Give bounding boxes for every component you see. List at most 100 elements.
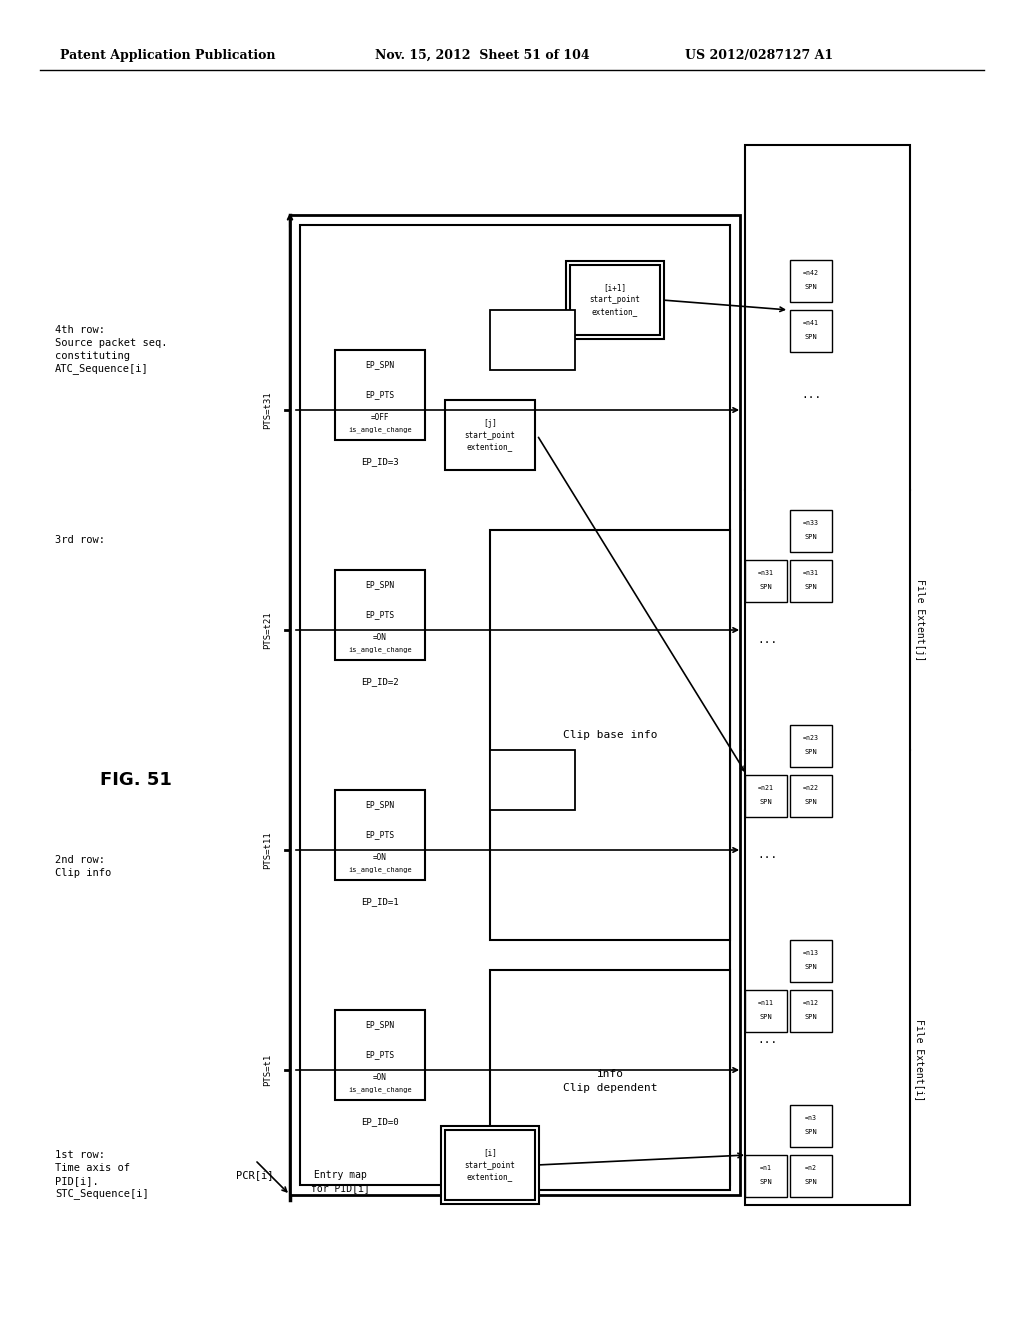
Bar [566, 261, 664, 339]
Text: ...: ... [757, 1035, 777, 1045]
Text: extention_: extention_ [592, 308, 638, 317]
Text: EP_PTS: EP_PTS [366, 391, 394, 400]
Text: is_angle_change: is_angle_change [348, 426, 412, 433]
Text: =n13: =n13 [803, 949, 819, 956]
Text: [j]: [j] [483, 418, 497, 428]
Text: EP_PTS: EP_PTS [366, 1051, 394, 1060]
Text: ...: ... [757, 850, 777, 861]
Text: =n23: =n23 [803, 735, 819, 741]
Text: Nov. 15, 2012  Sheet 51 of 104: Nov. 15, 2012 Sheet 51 of 104 [375, 49, 590, 62]
Text: SPN: SPN [760, 1179, 772, 1185]
Bar [570, 265, 660, 335]
Text: =n21: =n21 [758, 784, 774, 791]
Text: PCR[i]: PCR[i] [237, 1170, 273, 1180]
Text: EP_SPN: EP_SPN [366, 581, 394, 590]
Text: Clip base info: Clip base info [563, 730, 657, 741]
Text: constituting: constituting [55, 351, 130, 360]
Text: SPN: SPN [805, 750, 817, 755]
Text: [i+1]: [i+1] [603, 284, 627, 293]
Text: extention_: extention_ [467, 1172, 513, 1181]
Text: ...: ... [802, 389, 822, 400]
Bar [790, 1155, 831, 1197]
Text: 3rd row:: 3rd row: [55, 535, 105, 545]
Bar [490, 970, 730, 1191]
Text: ...: ... [757, 635, 777, 645]
Bar [490, 310, 575, 370]
Bar [745, 1155, 787, 1197]
Bar [790, 775, 831, 817]
Text: SPN: SPN [805, 284, 817, 290]
Text: =n31: =n31 [803, 570, 819, 576]
Bar [441, 1126, 539, 1204]
Text: Time axis of: Time axis of [55, 1163, 130, 1173]
Bar [335, 570, 425, 660]
Text: EP_SPN: EP_SPN [366, 1020, 394, 1030]
Bar [745, 990, 787, 1032]
Text: extention_: extention_ [467, 442, 513, 451]
Bar [790, 310, 831, 352]
Text: File Extent[i]: File Extent[i] [915, 1019, 925, 1101]
Text: Patent Application Publication: Patent Application Publication [60, 49, 275, 62]
Bar [490, 531, 730, 940]
Text: Source packet seq.: Source packet seq. [55, 338, 168, 348]
Text: start_point: start_point [465, 1160, 515, 1170]
Text: =ON: =ON [373, 634, 387, 642]
Text: =n11: =n11 [758, 999, 774, 1006]
Text: 2nd row:: 2nd row: [55, 855, 105, 865]
Text: EP_PTS: EP_PTS [366, 830, 394, 840]
Bar [745, 775, 787, 817]
Bar [790, 560, 831, 602]
Bar [445, 400, 535, 470]
Text: FIG. 51: FIG. 51 [100, 771, 172, 789]
Text: info: info [597, 1069, 624, 1078]
Text: [i]: [i] [483, 1148, 497, 1158]
Text: is_angle_change: is_angle_change [348, 1086, 412, 1093]
Text: EP_PTS: EP_PTS [366, 610, 394, 619]
Text: =ON: =ON [373, 853, 387, 862]
Bar [790, 1105, 831, 1147]
Text: EP_ID=0: EP_ID=0 [361, 1118, 398, 1126]
Text: SPN: SPN [805, 1130, 817, 1135]
Text: PTS=t21: PTS=t21 [263, 611, 272, 649]
Text: EP_SPN: EP_SPN [366, 800, 394, 809]
Text: Clip info: Clip info [55, 869, 112, 878]
Text: US 2012/0287127 A1: US 2012/0287127 A1 [685, 49, 834, 62]
Bar [745, 560, 787, 602]
Text: PTS=t11: PTS=t11 [263, 832, 272, 869]
Bar [790, 260, 831, 302]
Text: =ON: =ON [373, 1073, 387, 1082]
Text: SPN: SPN [805, 535, 817, 540]
Text: 1st row:: 1st row: [55, 1150, 105, 1160]
Text: SPN: SPN [805, 965, 817, 970]
Text: EP_ID=3: EP_ID=3 [361, 458, 398, 466]
Text: EP_SPN: EP_SPN [366, 360, 394, 370]
Text: EP_ID=1: EP_ID=1 [361, 898, 398, 907]
Bar [790, 940, 831, 982]
Text: =n31: =n31 [758, 570, 774, 576]
Text: SPN: SPN [760, 1014, 772, 1020]
Text: File Extent[j]: File Extent[j] [915, 579, 925, 661]
Bar [790, 990, 831, 1032]
Text: SPN: SPN [760, 585, 772, 590]
Text: EP_ID=2: EP_ID=2 [361, 677, 398, 686]
Bar [290, 215, 740, 1195]
Bar [300, 224, 730, 1185]
Text: SPN: SPN [805, 800, 817, 805]
Text: =OFF: =OFF [371, 413, 389, 422]
Bar [335, 1010, 425, 1100]
Text: SPN: SPN [805, 334, 817, 341]
Text: SPN: SPN [760, 800, 772, 805]
Text: SPN: SPN [805, 1014, 817, 1020]
Text: start_point: start_point [590, 296, 640, 305]
Text: =n2: =n2 [805, 1164, 817, 1171]
Text: =n42: =n42 [803, 269, 819, 276]
Text: 4th row:: 4th row: [55, 325, 105, 335]
Text: PTS=t1: PTS=t1 [263, 1053, 272, 1086]
Text: for PID[i]: for PID[i] [310, 1183, 370, 1193]
Bar [790, 510, 831, 552]
Text: SPN: SPN [805, 1179, 817, 1185]
Text: =n22: =n22 [803, 784, 819, 791]
Text: is_angle_change: is_angle_change [348, 647, 412, 653]
Text: SPN: SPN [805, 585, 817, 590]
Text: Entry map: Entry map [313, 1170, 367, 1180]
